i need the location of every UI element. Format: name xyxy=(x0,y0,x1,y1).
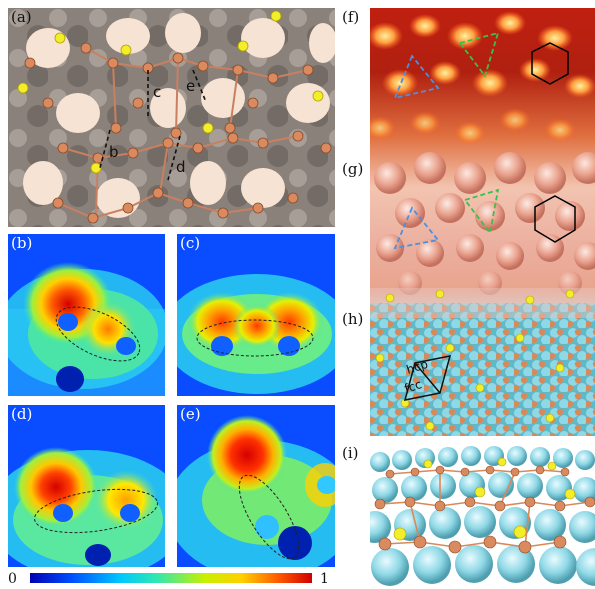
marker-shapes xyxy=(393,31,500,250)
panel-fgh: hcp fcc xyxy=(370,8,595,436)
copper-atoms xyxy=(24,42,332,224)
panel-b-heatmap xyxy=(8,234,165,396)
panel-i-label: (i) xyxy=(342,444,359,462)
panel-e: (e) xyxy=(177,405,335,567)
triangle-blue-g xyxy=(393,206,440,250)
colorbar-min-label: 0 xyxy=(8,571,17,587)
marker-lines xyxy=(99,69,207,181)
site-hcp: hcp xyxy=(405,357,430,377)
yellow-atoms-i xyxy=(393,457,576,541)
marker-e: e xyxy=(186,77,195,95)
hexagon-f xyxy=(531,42,569,85)
panel-e-label: (e) xyxy=(180,405,201,423)
panel-a-image: b c d e xyxy=(8,8,335,227)
panel-b-label: (b) xyxy=(11,234,33,252)
stm-blobs xyxy=(370,11,595,145)
panel-f-label: (f) xyxy=(342,8,360,26)
marker-c: c xyxy=(153,83,161,101)
marker-d: d xyxy=(176,158,186,176)
yellow-atoms-h xyxy=(375,289,575,431)
panel-c-heatmap xyxy=(177,234,335,396)
panel-c-label: (c) xyxy=(180,234,201,252)
panel-h-label: (h) xyxy=(342,310,364,328)
panel-a-label: (a) xyxy=(11,8,32,26)
substrate-atoms xyxy=(370,446,595,586)
panel-c: (c) xyxy=(177,234,335,396)
panel-fgh-image: hcp fcc xyxy=(370,8,595,436)
panel-i-image xyxy=(370,442,595,589)
marker-b: b xyxy=(109,143,119,161)
panel-e-heatmap xyxy=(177,405,335,567)
triangle-green-g xyxy=(463,188,500,236)
panel-a: b c d e (a) xyxy=(8,8,335,227)
colorbar xyxy=(30,573,312,583)
panel-b: (b) xyxy=(8,234,165,396)
site-fcc: fcc xyxy=(403,377,424,396)
marker-labels: b c d e xyxy=(109,77,195,176)
panel-d-heatmap xyxy=(8,405,165,567)
yellow-atoms xyxy=(17,10,324,174)
triangle-blue-f xyxy=(393,54,440,100)
colorbar-max-label: 1 xyxy=(320,571,329,587)
panel-d: (d) xyxy=(8,405,165,567)
copper-atoms-i xyxy=(374,465,595,554)
panel-d-label: (d) xyxy=(11,405,33,423)
panel-i xyxy=(370,442,595,589)
panel-g-label: (g) xyxy=(342,160,364,178)
triangle-green-f xyxy=(458,31,500,78)
unit-cell xyxy=(403,355,452,401)
hexagon-g xyxy=(534,195,576,243)
